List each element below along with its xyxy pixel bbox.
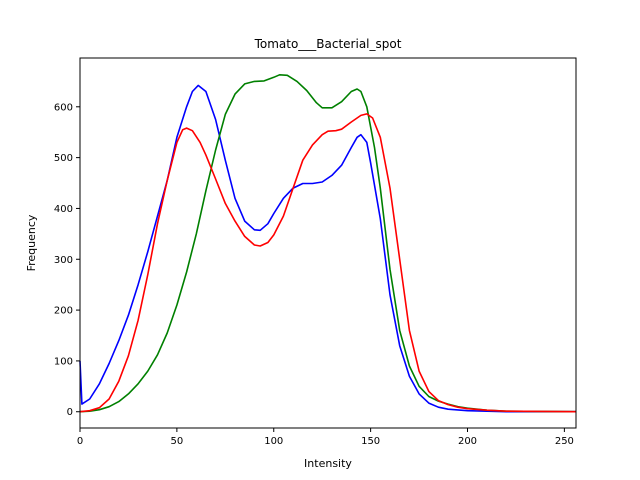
plot-lines bbox=[79, 74, 577, 413]
plot-frame bbox=[79, 57, 577, 429]
series-line-0 bbox=[79, 84, 576, 413]
y-tick-label: 300 bbox=[54, 255, 73, 266]
y-tick-label: 600 bbox=[54, 102, 73, 113]
y-tick-label: 500 bbox=[54, 153, 73, 164]
x-axis-label: Intensity bbox=[304, 457, 352, 470]
y-tick-label: 200 bbox=[54, 306, 73, 317]
y-tick-label: 400 bbox=[54, 204, 73, 215]
x-axis-ticks: 0 50 100 150 200 250 bbox=[77, 428, 574, 447]
x-tick-label: 150 bbox=[361, 436, 380, 447]
x-tick-label: 50 bbox=[171, 436, 184, 447]
y-axis-label: Frequency bbox=[25, 214, 38, 271]
x-tick-label: 0 bbox=[77, 436, 83, 447]
series-line-2 bbox=[79, 113, 577, 413]
x-tick-label: 250 bbox=[555, 436, 574, 447]
x-tick-label: 100 bbox=[264, 436, 283, 447]
y-axis-ticks: 0 100 200 300 400 500 600 bbox=[54, 102, 80, 418]
series-line-1 bbox=[79, 74, 577, 413]
x-tick-label: 200 bbox=[458, 436, 477, 447]
y-tick-label: 0 bbox=[67, 407, 73, 418]
y-tick-label: 100 bbox=[54, 356, 73, 367]
chart-title: Tomato___Bacterial_spot bbox=[254, 37, 402, 51]
